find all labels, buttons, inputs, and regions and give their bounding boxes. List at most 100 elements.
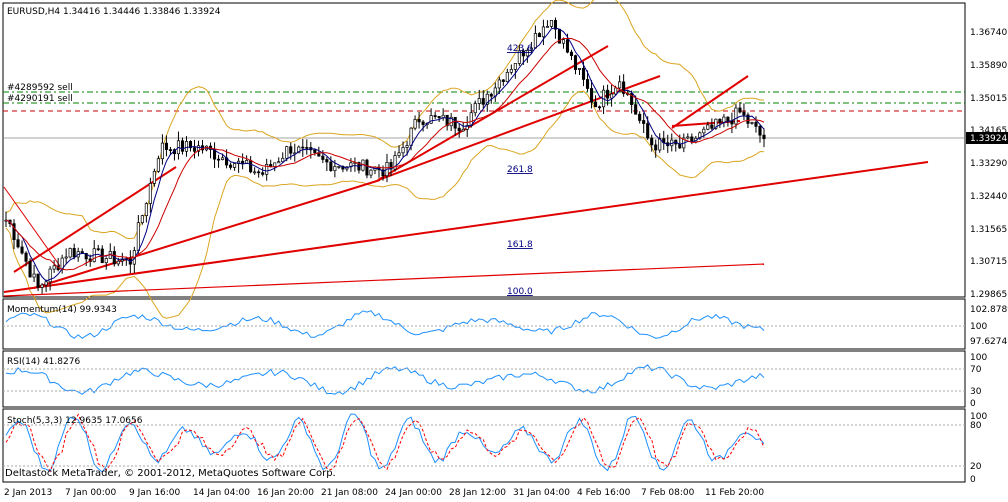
price-tick: 1.31565: [970, 225, 1007, 235]
time-tick: 24 Jan 00:00: [385, 488, 442, 498]
current-price-box: [966, 132, 1008, 144]
candle-body: [48, 268, 52, 283]
price-tick: 1.32440: [970, 192, 1007, 202]
bollinger-bands: [5, 0, 765, 319]
price-tick: 1.30715: [970, 257, 1007, 267]
candle-body: [473, 103, 477, 114]
candle-body: [285, 146, 289, 159]
candle-body: [136, 222, 140, 251]
time-tick: 7 Jan 00:00: [65, 488, 117, 498]
candle-body: [369, 169, 373, 176]
candle-body: [16, 239, 20, 248]
candle-body: [477, 98, 481, 104]
candle-body: [561, 39, 566, 44]
candle-body: [533, 33, 537, 49]
candle-body: [297, 146, 301, 154]
fib-label-100: 100.0: [507, 287, 533, 297]
candle-body: [650, 137, 654, 146]
momentum-label: Momentum(14) 99.9343: [7, 305, 117, 315]
candle-body: [333, 166, 337, 171]
candle-body: [20, 246, 24, 254]
candle-body: [229, 164, 233, 168]
candle-body: [413, 119, 417, 129]
rsi-panel[interactable]: [2, 350, 966, 408]
candle-body: [742, 111, 746, 116]
candle-body: [305, 147, 309, 149]
candle-body: [718, 118, 722, 123]
candle-body: [509, 69, 513, 73]
candle-body: [573, 55, 578, 70]
stoch-panel[interactable]: [2, 408, 966, 483]
candle-body: [449, 116, 453, 127]
trendline: [33, 179, 381, 289]
candle-body: [529, 47, 533, 51]
candle-body: [289, 146, 293, 154]
candle-body: [569, 51, 574, 56]
trendline: [3, 263, 765, 297]
candle-body: [217, 158, 221, 161]
candle-body: [521, 50, 525, 57]
candle-body: [365, 159, 369, 176]
candle-body: [481, 98, 485, 105]
momentum-panel[interactable]: [2, 298, 966, 350]
candle-body: [453, 116, 457, 129]
trendline: [671, 75, 749, 129]
candle-body: [329, 161, 333, 171]
candle-body: [726, 116, 730, 122]
candle-body: [381, 169, 385, 177]
candle-body: [104, 258, 108, 264]
candle-body: [168, 149, 172, 151]
candle-body: [614, 87, 618, 95]
momentum-tick: 97.6274: [970, 337, 1007, 347]
candle-body: [96, 248, 100, 251]
candle-body: [44, 281, 48, 286]
candle-body: [549, 20, 553, 27]
candle-body: [714, 118, 718, 129]
candle-body: [750, 122, 754, 124]
rsi-axis: 100 70 30 0: [970, 353, 987, 409]
candle-body: [686, 136, 690, 139]
stoch-signal-line: [5, 413, 765, 473]
rsi-tick: 70: [970, 365, 982, 375]
time-tick: 21 Jan 08:00: [321, 488, 378, 498]
candle-body: [277, 161, 281, 164]
candle-body: [598, 106, 602, 109]
rsi-tick: 100: [970, 353, 987, 363]
candle-body: [762, 134, 766, 140]
candle-body: [505, 72, 509, 82]
copyright: Deltastock MetaTrader, © 2001-2012, Meta…: [5, 468, 336, 479]
candle-body: [405, 145, 409, 148]
candle-body: [646, 123, 650, 139]
candle-body: [553, 20, 557, 30]
momentum-axis: 102.8789 100 97.6274: [970, 305, 1008, 347]
candle-body: [144, 203, 148, 216]
candle-body: [445, 114, 449, 127]
time-tick: 7 Feb 08:00: [641, 488, 695, 498]
candle-body: [337, 166, 341, 168]
candle-body: [610, 93, 614, 99]
candle-body: [24, 252, 28, 262]
candle-body: [710, 124, 714, 129]
candle-body: [269, 164, 273, 167]
candle-body: [64, 256, 68, 259]
candle-body: [233, 163, 237, 168]
current-price-label: 1.33924: [970, 134, 1007, 144]
candle-body: [68, 248, 72, 258]
candle-body: [52, 265, 56, 270]
candle-body: [702, 128, 706, 134]
candle-body: [738, 107, 742, 113]
candle-body: [465, 125, 469, 130]
candle-body: [213, 149, 217, 160]
time-tick: 9 Jan 16:00: [129, 488, 181, 498]
candle-body: [249, 160, 253, 173]
candle-body: [622, 81, 626, 94]
candle-body: [545, 26, 549, 28]
candle-body: [429, 115, 433, 124]
candle-body: [698, 132, 702, 139]
candle-body: [537, 33, 541, 38]
candle-body: [261, 172, 265, 175]
candle-body: [397, 152, 401, 156]
candle-body: [281, 157, 285, 163]
